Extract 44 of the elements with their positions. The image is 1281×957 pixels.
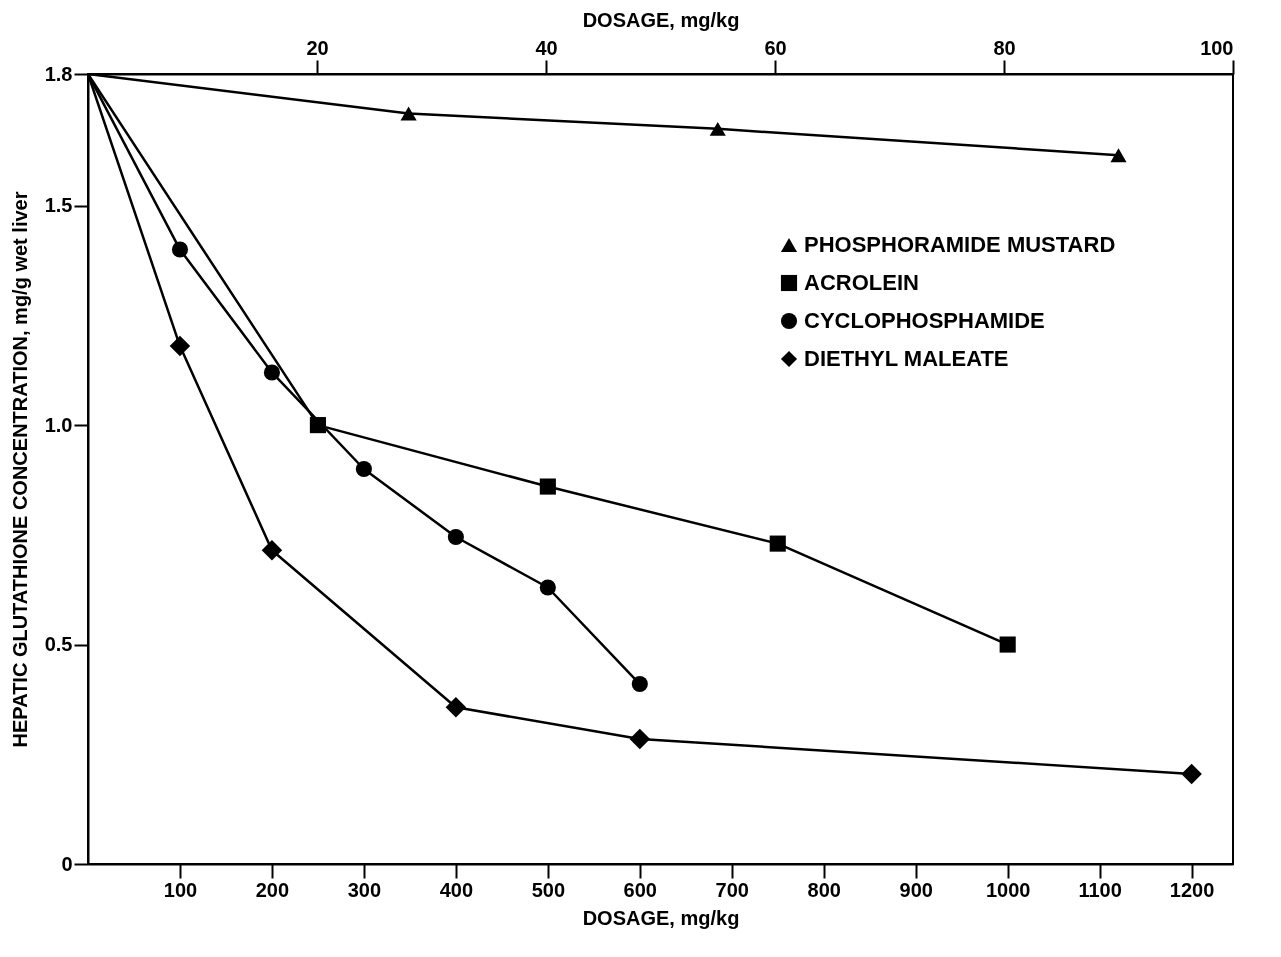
point — [169, 335, 191, 357]
x-tick-label: 100 — [163, 878, 198, 901]
x2-tick-label: 20 — [306, 36, 329, 59]
x-tick-label: 1200 — [1169, 878, 1215, 901]
point — [447, 528, 464, 546]
x2-tick-label: 40 — [535, 36, 558, 59]
x-tick-label: 800 — [807, 878, 841, 901]
y-tick-label: 0 — [61, 852, 73, 875]
x-tick-label: 600 — [623, 878, 657, 901]
point — [171, 241, 189, 258]
point — [631, 676, 648, 693]
point — [261, 539, 283, 561]
x-tick-label: 200 — [255, 878, 290, 901]
x2-tick-label: 60 — [764, 36, 787, 59]
x-tick-label: 1100 — [1078, 878, 1122, 901]
x2-axis-title: DOSAGE, mg/kg — [582, 8, 740, 31]
point — [263, 364, 280, 381]
y-tick-label: 1.5 — [44, 194, 73, 217]
point — [1181, 763, 1202, 785]
point — [355, 460, 372, 478]
x-tick-label: 400 — [439, 878, 474, 901]
x-tick-label: 1000 — [985, 878, 1031, 901]
y-tick-label: 0.5 — [44, 633, 73, 656]
x-tick-label: 900 — [899, 878, 933, 901]
point — [629, 728, 651, 750]
point — [539, 478, 556, 495]
x-tick-label: 700 — [715, 878, 749, 901]
x-tick-label: 500 — [531, 878, 566, 901]
point — [539, 579, 556, 596]
y-tick-label: 1.0 — [44, 413, 73, 436]
x-tick-label: 300 — [347, 878, 382, 901]
x2-tick-label: 100 — [1200, 36, 1234, 59]
x2-tick-label: 80 — [993, 36, 1016, 59]
point — [309, 417, 326, 434]
legend-label: DIETHYL MALEATE — [804, 346, 1009, 371]
point — [445, 697, 467, 718]
y-axis-title: HEPATIC GLUTATHIONE CONCENTRATION, mg/g wet liver — [8, 191, 31, 748]
legend-label: PHOSPHORAMIDE MUSTARD — [804, 232, 1116, 257]
legend-label: CYCLOPHOSPHAMIDE — [804, 308, 1045, 333]
point — [769, 535, 786, 552]
point — [999, 636, 1016, 653]
legend-label: ACROLEIN — [804, 270, 919, 295]
x-axis-title: DOSAGE, mg/kg — [582, 906, 740, 929]
y-tick-label: 1.8 — [44, 62, 73, 85]
